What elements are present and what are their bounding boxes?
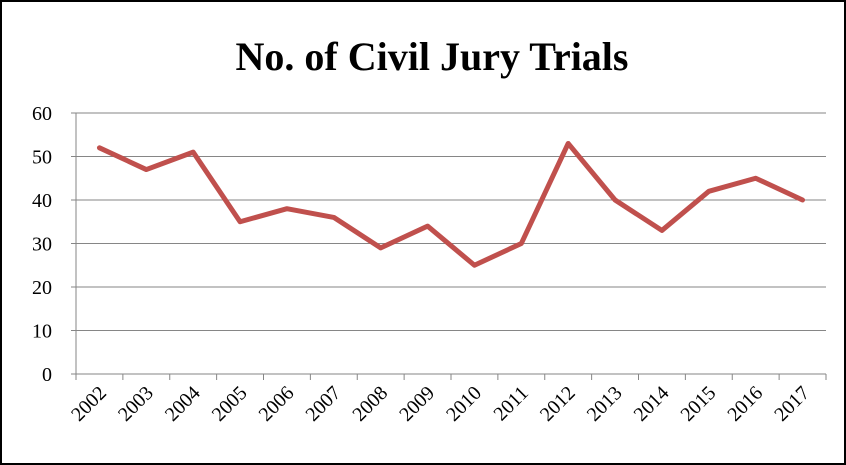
y-tick-label: 40 <box>32 190 52 212</box>
y-tick-label: 0 <box>42 364 52 386</box>
y-tick-label: 30 <box>32 234 52 256</box>
y-tick-label: 50 <box>32 147 52 169</box>
y-tick-label: 20 <box>32 277 52 299</box>
chart-title: No. of Civil Jury Trials <box>236 34 629 79</box>
series-line <box>96 140 806 268</box>
y-tick-label: 60 <box>32 103 52 125</box>
y-tick-label: 10 <box>32 321 52 343</box>
